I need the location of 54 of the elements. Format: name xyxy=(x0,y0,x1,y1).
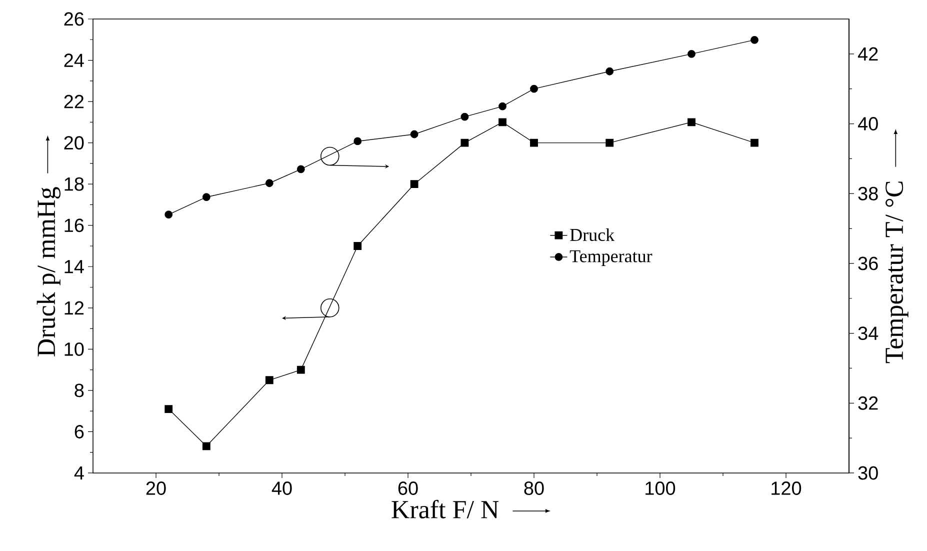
y-tick-label: 8 xyxy=(74,384,84,398)
point xyxy=(460,112,469,121)
y-tick-label: 16 xyxy=(64,218,84,232)
point xyxy=(498,118,506,126)
point xyxy=(530,84,538,93)
point xyxy=(202,193,210,202)
y2-tick-label: 42 xyxy=(858,47,878,61)
point xyxy=(606,67,614,76)
y-tick-label: 22 xyxy=(64,94,84,108)
legend-label: Temperatur xyxy=(570,250,652,266)
y2-tick-label: 32 xyxy=(858,396,878,410)
x-tick-label: 100 xyxy=(646,482,676,495)
point xyxy=(606,138,614,147)
y-tick-label: 18 xyxy=(64,177,84,191)
x-tick-label: 80 xyxy=(524,482,544,495)
point xyxy=(296,366,305,374)
x-tick-label: 60 xyxy=(398,482,418,495)
y2-tick-label: 36 xyxy=(858,256,878,270)
y-tick-label: 26 xyxy=(64,12,84,26)
y-tick-label: 10 xyxy=(64,342,84,356)
point xyxy=(265,179,274,188)
y2-axis-title: Temperatur T/ °C xyxy=(886,182,908,364)
x-tick-label: 40 xyxy=(272,482,292,495)
legend-label: Druck xyxy=(570,228,615,242)
x-tick-label: 120 xyxy=(772,482,802,495)
y2-tick-label: 40 xyxy=(858,117,878,130)
point xyxy=(164,210,173,219)
y2-tick-label: 34 xyxy=(858,326,878,340)
point xyxy=(688,118,696,126)
point xyxy=(750,138,758,147)
y-tick-label: 6 xyxy=(74,424,84,438)
point xyxy=(354,242,362,250)
y2-tick-label: 38 xyxy=(858,186,878,200)
point xyxy=(202,442,210,450)
y-tick-label: 14 xyxy=(64,260,84,274)
point xyxy=(530,138,538,147)
x-axis-title: Kraft F/ N xyxy=(392,500,499,518)
y-tick-label: 24 xyxy=(64,54,84,67)
point xyxy=(498,102,506,110)
point xyxy=(265,376,274,384)
y2-tick-label: 30 xyxy=(858,466,878,480)
point xyxy=(410,180,418,188)
point xyxy=(296,165,305,174)
point xyxy=(688,50,696,58)
x-tick-label: 20 xyxy=(146,482,166,495)
y-tick-label: 4 xyxy=(74,466,84,480)
point xyxy=(410,130,418,138)
y-axis-title: Druck p/ mmHg xyxy=(36,187,60,356)
point xyxy=(750,36,758,44)
point xyxy=(164,405,173,413)
y-tick-label: 20 xyxy=(64,136,84,150)
point xyxy=(460,138,469,147)
y-tick-label: 12 xyxy=(64,301,84,315)
point xyxy=(354,137,362,146)
